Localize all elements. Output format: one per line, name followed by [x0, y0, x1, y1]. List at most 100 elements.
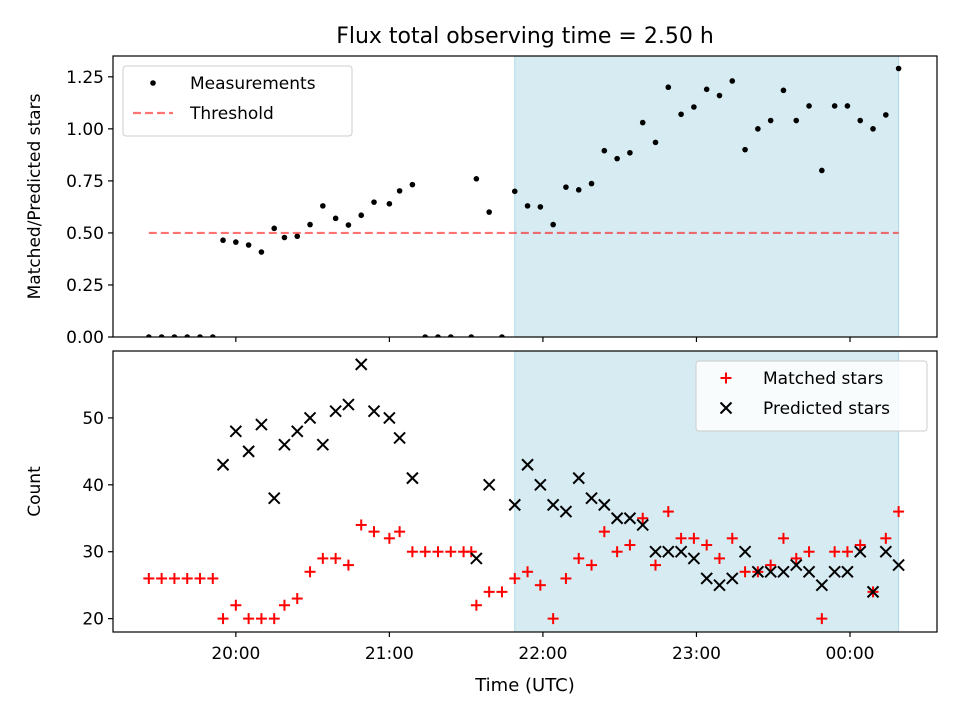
- x-tick-label: 23:00: [672, 644, 721, 664]
- predicted-star-point: [572, 471, 585, 485]
- y-axis-label: Matched/Predicted stars: [25, 93, 45, 299]
- measurement-point: [563, 184, 569, 190]
- predicted-star-point: [610, 512, 624, 525]
- legend: Measurements Threshold: [122, 65, 353, 137]
- matched-star-point: [445, 546, 457, 558]
- measurement-point: [499, 334, 505, 337]
- highlight-span: [514, 55, 900, 338]
- predicted-star-point: [534, 478, 547, 492]
- measurement-point: [486, 209, 492, 215]
- matched-star-point: [522, 566, 534, 578]
- matched-star-point: [509, 572, 521, 584]
- matched-star-point: [168, 572, 180, 584]
- top-panel-ratio: 0.00 0.25 0.50 0.75 1.00 1.25 Matched/Predicte…: [25, 55, 938, 348]
- measurement-point: [146, 334, 152, 337]
- predicted-star-point: [674, 545, 688, 558]
- predicted-star-point: [329, 405, 342, 418]
- predicted-star-point: [623, 512, 637, 525]
- predicted-star-point: [482, 478, 496, 492]
- matched-star-point: [291, 593, 303, 605]
- y-tick-label: 0.25: [66, 276, 104, 296]
- measurement-point: [806, 103, 812, 109]
- chart-title: Flux total observing time = 2.50 h: [336, 24, 714, 49]
- predicted-star-point: [649, 545, 662, 558]
- predicted-star-point: [636, 518, 649, 532]
- matched-star-point: [143, 572, 155, 584]
- measurement-point: [601, 147, 608, 154]
- matched-star-point: [803, 546, 815, 558]
- measurement-point: [550, 221, 556, 228]
- measurement-point: [588, 180, 595, 187]
- measurement-point: [258, 249, 265, 255]
- matched-star-point: [432, 546, 444, 558]
- predicted-star-point: [790, 558, 803, 572]
- matched-star-point: [688, 532, 700, 544]
- predicted-star-point: [255, 418, 268, 431]
- y-axis-label: Count: [25, 466, 45, 517]
- matched-star-point: [586, 559, 598, 571]
- measurement-point: [345, 222, 352, 228]
- legend-label: Threshold: [189, 104, 274, 124]
- predicted-star-point: [687, 552, 701, 565]
- measurement-point: [691, 104, 697, 110]
- predicted-star-point: [291, 425, 304, 438]
- predicted-star-point: [268, 491, 281, 505]
- predicted-star-point: [342, 398, 355, 411]
- predicted-star-point: [662, 545, 675, 558]
- measurement-point: [767, 117, 774, 124]
- matched-star-point: [777, 532, 789, 544]
- y-tick-label: 50: [82, 409, 104, 429]
- measurement-point: [371, 199, 377, 205]
- y-tick-label: 1.25: [66, 68, 104, 88]
- predicted-star-point: [738, 545, 752, 558]
- measurement-point: [409, 181, 416, 188]
- measurement-point: [468, 334, 475, 337]
- matched-star-point: [217, 613, 229, 625]
- measurement-point: [780, 87, 787, 94]
- measurement-point: [158, 334, 165, 337]
- bottom-panel-counts: 20 30 40 50 20:00 21:00 22:00 23:00 00:00 Count Ma…: [25, 350, 938, 664]
- legend-predicted-marker: [719, 401, 733, 415]
- matched-star-point: [194, 572, 206, 584]
- matched-star-point: [330, 552, 342, 564]
- predicted-star-point: [546, 498, 560, 512]
- measurement-point: [396, 188, 403, 194]
- legend-box: [122, 65, 353, 137]
- matched-star-point: [368, 526, 380, 538]
- measurement-point: [716, 92, 723, 99]
- predicted-star-point: [713, 578, 726, 592]
- measurement-point: [614, 155, 620, 162]
- y-tick-label: 20: [82, 610, 104, 630]
- y-tick-label: 0.00: [66, 328, 104, 348]
- predicted-star-point: [751, 565, 765, 578]
- matched-star-point: [713, 552, 725, 564]
- predicted-star-point: [866, 585, 880, 599]
- measurement-point: [575, 187, 582, 193]
- measurement-point: [281, 234, 288, 241]
- predicted-star-point: [828, 565, 841, 578]
- matched-star-point: [268, 613, 280, 625]
- y-tick-label: 40: [82, 476, 104, 496]
- matched-star-point: [207, 572, 219, 584]
- predicted-star-point: [879, 545, 893, 558]
- matched-star-point: [598, 526, 610, 538]
- measurement-point: [233, 239, 239, 245]
- predicted-star-point: [393, 431, 406, 445]
- measurement-point: [473, 176, 480, 182]
- measurement-point: [537, 204, 544, 210]
- predicted-star-point: [383, 411, 396, 425]
- matched-star-point: [662, 506, 674, 518]
- matched-star-point: [181, 572, 193, 584]
- matched-star-point: [880, 532, 892, 544]
- predicted-star-point: [316, 438, 330, 451]
- matched-star-point: [355, 519, 367, 531]
- axes-frame: [112, 55, 938, 338]
- plot-area: [143, 358, 905, 625]
- measurement-point: [271, 225, 278, 232]
- matched-star-point: [573, 552, 585, 564]
- matched-star-point: [255, 613, 267, 625]
- measurement-point: [729, 78, 736, 84]
- matched-star-point: [470, 599, 482, 611]
- predicted-star-point: [854, 545, 867, 558]
